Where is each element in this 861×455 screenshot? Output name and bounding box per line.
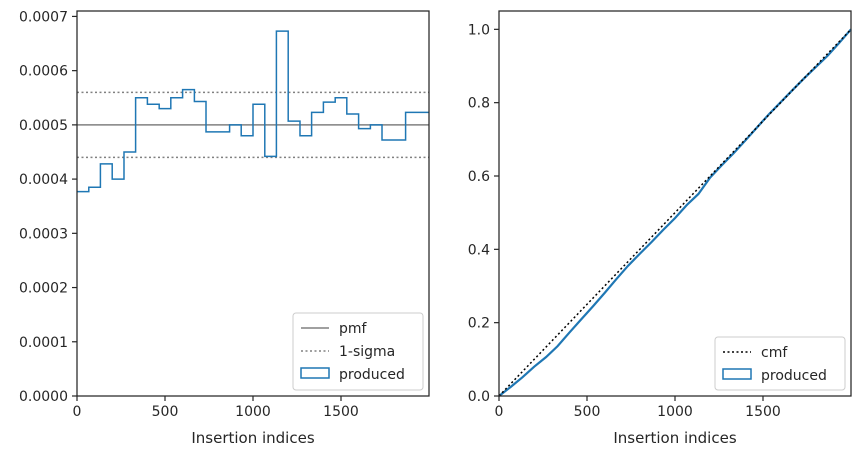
x-tick-label: 0 bbox=[495, 404, 504, 420]
y-tick-label: 0.0007 bbox=[19, 9, 68, 25]
cumulative-panel: 0 500 1000 1500 0.0 0.2 0.4 0.6 0.8 1.0 Insertio… bbox=[468, 10, 852, 447]
y-tick-label: 0.4 bbox=[468, 242, 490, 258]
cumulative-legend-box bbox=[714, 336, 846, 391]
legend-produced-patch bbox=[722, 368, 752, 380]
legend-produced-label: produced bbox=[339, 367, 405, 383]
cumulative-y-ticks: 0.0 0.2 0.4 0.6 0.8 1.0 bbox=[468, 22, 499, 405]
legend-pmf-label: pmf bbox=[339, 321, 368, 337]
x-tick-label: 500 bbox=[574, 404, 601, 420]
x-tick-label: 1500 bbox=[323, 404, 359, 420]
histogram-legend-box bbox=[292, 312, 424, 391]
cmf-line bbox=[498, 28, 852, 397]
cumulative-x-axis-label: Insertion indices bbox=[613, 429, 736, 447]
y-tick-label: 0.0000 bbox=[19, 389, 68, 405]
y-tick-label: 0.8 bbox=[468, 96, 490, 112]
legend-produced-patch bbox=[300, 367, 330, 379]
x-tick-label: 1500 bbox=[745, 404, 781, 420]
cumulative-x-ticks: 0 500 1000 1500 bbox=[495, 396, 781, 420]
y-tick-label: 0.0004 bbox=[19, 172, 68, 188]
y-tick-label: 0.2 bbox=[468, 316, 490, 332]
y-tick-label: 0.0003 bbox=[19, 226, 68, 242]
histogram-axes-frame bbox=[76, 10, 430, 397]
x-tick-label: 500 bbox=[152, 404, 179, 420]
y-tick-label: 0.6 bbox=[468, 169, 490, 185]
histogram-x-ticks: 0 500 1000 1500 bbox=[73, 396, 359, 420]
y-tick-label: 0.0005 bbox=[19, 118, 68, 134]
legend-produced-label: produced bbox=[761, 368, 827, 384]
x-tick-label: 0 bbox=[73, 404, 82, 420]
cumulative-axes-frame bbox=[498, 10, 852, 397]
cumulative-legend: cmf produced bbox=[714, 336, 846, 391]
histogram-plot-area bbox=[77, 30, 429, 193]
histogram-panel: 0 500 1000 1500 0.00000.00010.00020.00030.0… bbox=[19, 9, 430, 447]
y-tick-label: 0.0 bbox=[468, 389, 490, 405]
histogram-x-axis-label: Insertion indices bbox=[191, 429, 314, 447]
y-tick-label: 0.0001 bbox=[19, 335, 68, 351]
legend-1-sigma-label: 1-sigma bbox=[339, 344, 395, 360]
produced-step-series bbox=[77, 30, 429, 193]
y-tick-label: 0.0006 bbox=[19, 64, 68, 80]
histogram-y-ticks: 0.0000 0.0001 0.0002 0.0003 0.0004 0.0005 0.00… bbox=[19, 9, 77, 405]
histogram-legend: pmf 1-sigma produced bbox=[292, 312, 424, 391]
cumulative-plot-area bbox=[498, 28, 852, 397]
x-tick-label: 1000 bbox=[657, 404, 693, 420]
x-tick-label: 1000 bbox=[235, 404, 271, 420]
y-tick-label: 1.0 bbox=[468, 22, 490, 38]
y-tick-label: 0.0002 bbox=[19, 281, 68, 297]
legend-cmf-label: cmf bbox=[761, 345, 788, 361]
